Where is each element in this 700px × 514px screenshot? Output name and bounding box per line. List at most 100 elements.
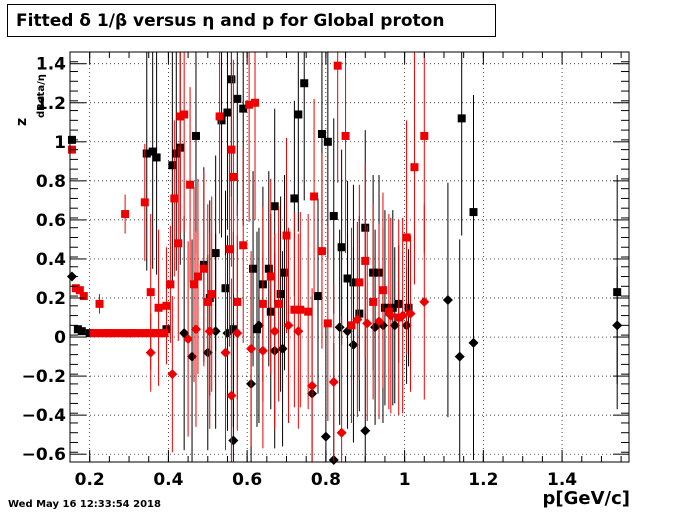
data-point-diamond bbox=[204, 326, 215, 337]
data-point-diamond bbox=[360, 425, 371, 436]
data-point-square bbox=[223, 108, 232, 117]
data-point-square bbox=[168, 161, 177, 170]
data-point-square bbox=[410, 163, 419, 172]
data-point-square bbox=[180, 110, 189, 119]
data-point-square bbox=[233, 94, 242, 103]
data-series bbox=[66, 52, 623, 466]
data-point-square bbox=[174, 239, 183, 248]
data-point-square bbox=[290, 305, 299, 314]
y-axis-label-main: z bbox=[14, 118, 30, 126]
data-point-diamond bbox=[226, 390, 237, 401]
y-axis-label: z dBeta/η bbox=[14, 74, 47, 126]
x-tick-label: 1.2 bbox=[468, 470, 498, 490]
x-tick-label: 0.8 bbox=[311, 470, 341, 490]
data-point-square bbox=[199, 264, 208, 273]
data-point-diamond bbox=[612, 320, 623, 331]
timestamp: Wed May 16 12:33:54 2018 bbox=[8, 499, 161, 510]
data-point-square bbox=[304, 307, 313, 316]
data-point-square bbox=[172, 149, 181, 158]
data-point-square bbox=[95, 299, 104, 308]
data-point-diamond bbox=[405, 308, 416, 319]
data-point-square bbox=[341, 131, 350, 140]
data-point-diamond bbox=[183, 334, 194, 344]
data-point-square bbox=[225, 245, 234, 254]
data-point-diamond bbox=[246, 343, 257, 354]
data-point-square bbox=[310, 192, 319, 201]
data-point-diamond bbox=[442, 294, 453, 305]
data-point-diamond bbox=[222, 328, 233, 339]
data-point-square bbox=[378, 286, 387, 295]
data-point-square bbox=[166, 280, 175, 289]
data-point-square bbox=[252, 325, 261, 334]
data-point-diamond bbox=[374, 316, 385, 327]
data-point-square bbox=[162, 301, 171, 310]
data-point-diamond bbox=[253, 320, 264, 331]
data-point-diamond bbox=[362, 318, 373, 329]
data-point-square bbox=[469, 208, 478, 217]
data-point-square bbox=[394, 313, 403, 322]
data-point-square bbox=[280, 268, 289, 277]
x-tick-label: 0.6 bbox=[232, 470, 262, 490]
data-point-square bbox=[270, 202, 279, 211]
data-point-square bbox=[457, 114, 466, 123]
data-point-diamond bbox=[328, 376, 339, 387]
data-point-square bbox=[300, 79, 309, 88]
data-point-square bbox=[369, 297, 378, 306]
y-tick-label: 0.6 bbox=[36, 211, 66, 231]
y-tick-label: 0.2 bbox=[36, 289, 66, 309]
data-point-square bbox=[207, 290, 216, 299]
data-point-square bbox=[323, 319, 332, 328]
data-point-diamond bbox=[167, 369, 178, 380]
data-point-square bbox=[384, 307, 393, 316]
data-point-square bbox=[229, 172, 238, 181]
data-point-square bbox=[347, 321, 356, 330]
data-point-square bbox=[266, 272, 275, 281]
data-point-square bbox=[140, 198, 149, 207]
data-point-square bbox=[203, 297, 212, 306]
data-point-square bbox=[154, 303, 163, 312]
y-tick-label: −0.6 bbox=[22, 445, 66, 465]
data-point-square bbox=[75, 286, 84, 295]
data-point-square bbox=[337, 243, 346, 252]
data-point-square bbox=[264, 264, 273, 273]
y-tick-label: 1 bbox=[54, 133, 66, 153]
data-point-diamond bbox=[307, 380, 318, 391]
data-point-square bbox=[79, 292, 88, 301]
data-point-square bbox=[77, 327, 86, 336]
y-tick-label: 1.4 bbox=[36, 55, 66, 75]
data-point-square bbox=[317, 130, 326, 138]
data-point-square bbox=[251, 98, 260, 107]
data-point-diamond bbox=[419, 296, 430, 307]
x-axis-label: p[GeV/c] bbox=[542, 488, 631, 509]
x-tick-label: 1.4 bbox=[547, 470, 577, 490]
data-point-square bbox=[186, 180, 195, 189]
data-point-diamond bbox=[293, 326, 304, 337]
chart-title: Fitted δ 1/β versus η and p for Global p… bbox=[16, 11, 445, 31]
data-point-diamond bbox=[257, 345, 268, 356]
data-point-square bbox=[142, 149, 151, 158]
y-tick-label: 0 bbox=[54, 328, 66, 348]
data-point-diamond bbox=[336, 427, 347, 438]
data-point-square bbox=[296, 305, 305, 314]
data-point-square bbox=[170, 194, 179, 203]
y-tick-label: −0.4 bbox=[22, 406, 67, 426]
data-point-diamond bbox=[385, 310, 396, 321]
data-point-square bbox=[317, 247, 326, 256]
data-point-square bbox=[146, 288, 155, 297]
data-point-diamond bbox=[468, 337, 479, 348]
data-point-diamond bbox=[269, 326, 280, 337]
data-point-square bbox=[274, 299, 283, 308]
data-point-diamond bbox=[277, 343, 288, 354]
chart-title-box: Fitted δ 1/β versus η and p for Global p… bbox=[7, 4, 496, 37]
data-point-square bbox=[249, 264, 258, 273]
data-point-square bbox=[282, 231, 291, 240]
y-tick-label: 1.2 bbox=[36, 94, 66, 114]
data-point-square bbox=[404, 303, 413, 312]
data-point-square bbox=[160, 329, 169, 338]
x-axis-ticks: 0.2 0.4 0.6 0.8 1 1.2 1.4 bbox=[69, 52, 622, 490]
data-point-square bbox=[245, 100, 254, 109]
data-point-square bbox=[148, 147, 157, 156]
data-point-square bbox=[329, 212, 338, 220]
data-point-diamond bbox=[454, 351, 465, 362]
